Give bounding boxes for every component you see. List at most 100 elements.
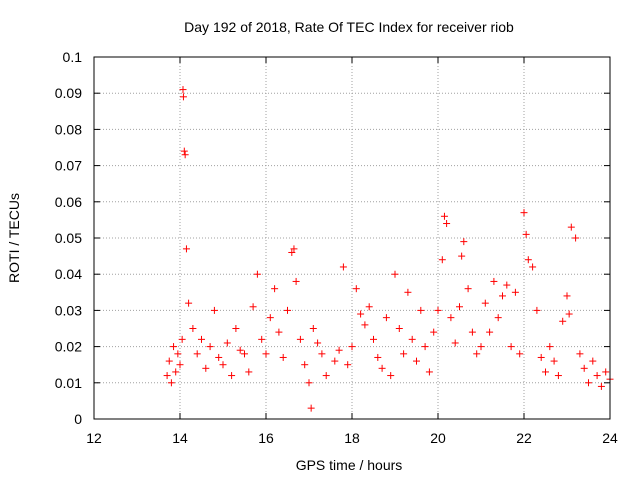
data-point <box>249 303 257 311</box>
data-point <box>357 310 365 318</box>
data-point <box>413 357 420 365</box>
data-point <box>565 310 573 318</box>
data-point <box>262 350 270 358</box>
data-point <box>198 335 205 343</box>
data-point <box>309 325 317 332</box>
data-point <box>165 357 173 365</box>
y-tick-label: 0.03 <box>55 302 82 318</box>
data-point <box>193 350 201 358</box>
data-point <box>307 404 315 412</box>
data-point <box>296 335 304 343</box>
data-point <box>559 317 567 325</box>
data-point <box>460 238 468 246</box>
y-tick-label: 0.06 <box>55 194 82 210</box>
data-point <box>576 350 584 358</box>
data-point <box>232 325 240 332</box>
data-point <box>511 288 519 296</box>
data-point <box>400 350 408 358</box>
data-points <box>163 86 614 412</box>
x-tick-label: 20 <box>430 430 446 446</box>
data-point <box>417 306 425 314</box>
gridlines <box>94 57 610 419</box>
data-point <box>524 256 532 264</box>
data-point <box>318 350 326 358</box>
x-tick-label: 22 <box>516 430 532 446</box>
data-point <box>447 314 455 322</box>
data-point <box>378 364 386 372</box>
data-point <box>314 339 322 347</box>
data-point <box>210 306 218 314</box>
data-point <box>490 277 498 285</box>
data-point <box>382 314 390 322</box>
data-point <box>585 379 592 387</box>
data-point <box>494 314 502 322</box>
y-tick-labels: 0 0.01 0.02 0.03 0.04 0.05 0.06 0.07 0.08 0.09 0.1 <box>55 49 82 427</box>
y-tick-label: 0.1 <box>63 49 83 65</box>
y-tick-label: 0.08 <box>55 121 82 137</box>
data-point <box>404 288 412 296</box>
x-tick-label: 14 <box>172 430 188 446</box>
data-point <box>602 368 610 376</box>
y-tick-label: 0 <box>74 411 82 427</box>
data-point <box>529 263 537 271</box>
y-tick-label: 0.07 <box>55 158 82 174</box>
data-point <box>408 335 416 343</box>
data-point <box>443 220 451 228</box>
data-point <box>430 328 438 336</box>
data-point <box>219 361 227 369</box>
data-point <box>567 223 575 231</box>
data-point <box>464 285 472 293</box>
data-point <box>468 328 476 336</box>
data-point <box>172 368 180 376</box>
data-point <box>189 325 197 332</box>
data-point <box>322 372 330 380</box>
data-point <box>288 248 296 256</box>
data-point <box>181 151 189 159</box>
data-point <box>533 306 541 314</box>
y-tick-label: 0.01 <box>55 375 82 391</box>
data-point <box>352 285 360 293</box>
data-point <box>167 379 175 387</box>
data-point <box>284 306 291 314</box>
data-point <box>301 361 309 369</box>
data-point <box>374 353 382 361</box>
x-tick-label: 12 <box>86 430 102 446</box>
chart-title: Day 192 of 2018, Rate Of TEC Index for r… <box>184 19 514 35</box>
data-point <box>516 350 524 358</box>
data-point <box>253 270 261 278</box>
data-point <box>271 285 279 293</box>
data-point <box>387 372 395 380</box>
data-point <box>477 343 485 351</box>
data-point <box>228 372 236 380</box>
data-point <box>348 343 356 351</box>
data-point <box>335 346 343 354</box>
data-point <box>176 361 184 369</box>
data-point <box>344 361 352 369</box>
y-tick-label: 0.04 <box>55 266 82 282</box>
data-point <box>174 350 182 358</box>
data-point <box>546 343 554 351</box>
data-point <box>179 86 187 94</box>
data-point <box>361 321 369 329</box>
data-point <box>554 372 562 380</box>
data-point <box>223 339 231 347</box>
data-point <box>425 368 433 376</box>
x-tick-label: 16 <box>258 430 274 446</box>
x-axis-label: GPS time / hours <box>296 457 403 473</box>
data-point <box>279 353 287 361</box>
data-point <box>550 357 558 365</box>
data-point <box>520 209 528 217</box>
data-point <box>339 263 347 271</box>
data-point <box>365 303 373 311</box>
axis-ticks <box>93 56 611 420</box>
data-point <box>542 368 549 376</box>
data-point <box>503 281 511 289</box>
data-point <box>305 379 313 387</box>
x-tick-labels: 12 14 16 18 20 22 24 <box>86 430 618 446</box>
data-point <box>178 335 186 343</box>
data-point <box>537 353 545 361</box>
data-point <box>451 339 459 347</box>
y-tick-label: 0.02 <box>55 339 82 355</box>
data-point <box>456 303 463 311</box>
